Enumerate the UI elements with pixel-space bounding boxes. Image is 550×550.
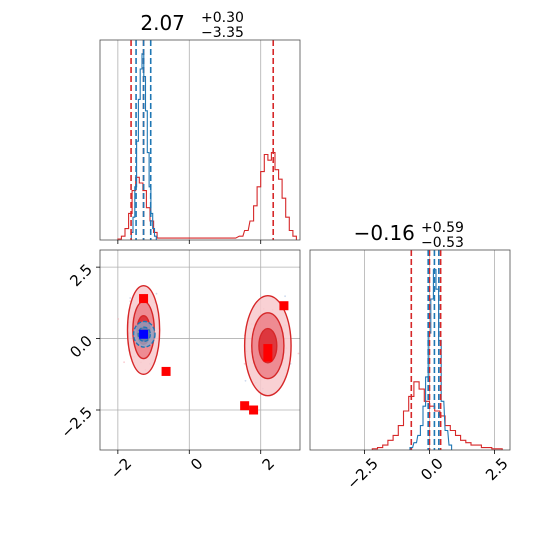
joint-markers bbox=[139, 294, 289, 415]
hist2-red-series bbox=[371, 381, 503, 450]
joint-x-tick-label-2: 2 bbox=[259, 454, 278, 473]
histogram-param2-panel: −2.5 0.0 2.5 −0.16 +0.59 −0.53 bbox=[309, 217, 512, 493]
histogram-param2-frame bbox=[309, 249, 511, 451]
joint-scatter-point bbox=[243, 362, 246, 365]
joint-contours bbox=[126, 285, 292, 397]
histogram-param1-tick-marks bbox=[117, 240, 262, 244]
hist2-x-tick-label-0: −2.5 bbox=[343, 454, 381, 492]
joint-blue-marker-0 bbox=[139, 329, 149, 339]
param2-title-value: −0.16 bbox=[354, 221, 415, 245]
joint-scatter-point bbox=[155, 292, 158, 295]
param2-title-minus: −0.53 bbox=[421, 235, 464, 251]
param2-title: −0.16 +0.59 −0.53 bbox=[354, 217, 469, 251]
histogram-param1-grid bbox=[117, 40, 262, 240]
joint-x-tick-labels: −2 0 2 bbox=[107, 454, 278, 482]
histogram-param1-quantile-lines bbox=[130, 40, 275, 240]
joint-red-marker-2 bbox=[279, 301, 289, 311]
histogram-param2-tick-marks bbox=[364, 450, 495, 454]
joint-red-marker-5 bbox=[240, 401, 250, 411]
histogram-param1-series bbox=[117, 53, 297, 240]
joint-scatter-point bbox=[117, 318, 120, 320]
histogram-param1-panel: 2.07 +0.30 −3.35 bbox=[99, 7, 301, 244]
joint-red-marker-0 bbox=[139, 294, 149, 304]
joint-y-tick-label-0: −2.5 bbox=[58, 403, 96, 441]
joint-red-marker-6 bbox=[249, 405, 259, 415]
joint-scatter-point bbox=[244, 379, 247, 382]
joint-red-marker-1 bbox=[161, 366, 171, 376]
hist2-x-tick-label-1: 0.0 bbox=[417, 454, 447, 484]
histogram-param2-quantile-lines bbox=[410, 250, 442, 450]
histogram-param2-x-tick-labels: −2.5 0.0 2.5 bbox=[343, 454, 511, 492]
joint-x-tick-label-1: 0 bbox=[187, 454, 206, 473]
histogram-param2-series bbox=[371, 269, 503, 450]
joint-scatter-point bbox=[284, 295, 286, 298]
joint-y-tick-label-2: 2.5 bbox=[66, 260, 96, 290]
hist1-red-series bbox=[117, 152, 297, 240]
joint-tick-marks bbox=[96, 266, 262, 454]
hist1-blue-series bbox=[130, 53, 157, 240]
hist2-x-tick-label-2: 2.5 bbox=[482, 454, 512, 484]
joint-red-marker-3 bbox=[263, 344, 273, 354]
param1-title-plus: +0.30 bbox=[201, 10, 244, 26]
param1-title-value: 2.07 bbox=[140, 11, 185, 35]
joint-frame bbox=[99, 249, 301, 451]
joint-scatter-point bbox=[297, 352, 300, 355]
joint-y-tick-label-1: 0.0 bbox=[66, 332, 96, 362]
histogram-param1-frame bbox=[99, 39, 301, 241]
joint-scatter-point bbox=[123, 361, 125, 364]
hist2-blue-series bbox=[409, 269, 453, 450]
joint-distribution-panel: −2 0 2 −2.5 0.0 2.5 bbox=[58, 249, 301, 483]
joint-red-marker-4 bbox=[263, 352, 273, 362]
param1-title: 2.07 +0.30 −3.35 bbox=[140, 7, 249, 41]
joint-x-tick-label-0: −2 bbox=[107, 454, 135, 482]
param2-title-plus: +0.59 bbox=[421, 220, 464, 236]
joint-scatter-point bbox=[129, 297, 132, 299]
param1-title-minus: −3.35 bbox=[201, 25, 244, 41]
joint-y-tick-labels: −2.5 0.0 2.5 bbox=[58, 260, 96, 441]
